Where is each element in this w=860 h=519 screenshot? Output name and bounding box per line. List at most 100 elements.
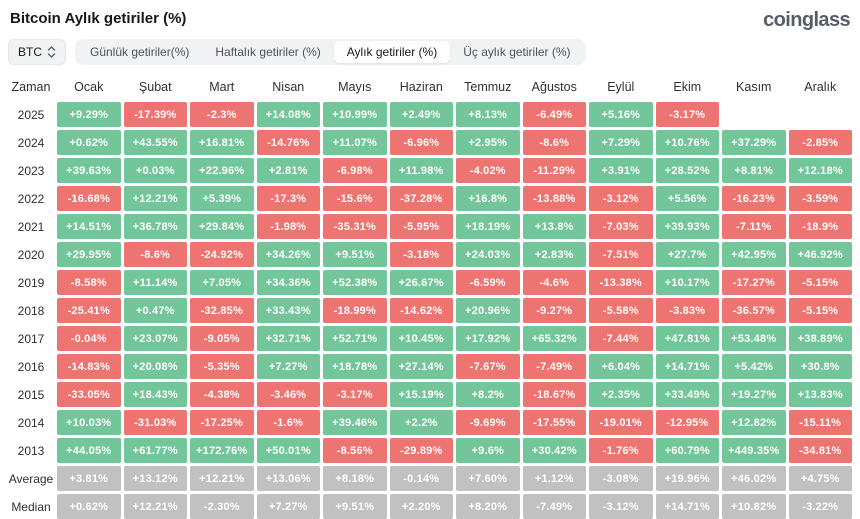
return-cell: +24.03% [456,242,520,267]
return-cell: -7.44% [589,326,653,351]
return-cell: +50.01% [256,438,320,463]
return-cell: -3.83% [655,298,719,323]
return-cell: -5.95% [389,214,453,239]
return-cell: -4.6% [522,270,586,295]
return-cell: +16.8% [456,186,520,211]
return-cell: -3.12% [589,186,653,211]
column-header-month: Nisan [272,79,305,94]
return-cell: -37.28% [389,186,453,211]
return-cell: -13.38% [589,270,653,295]
return-cell: +8.13% [456,102,520,127]
return-cell: +9.29% [57,102,121,127]
row-label: 2024 [17,135,45,150]
return-cell: -17.55% [522,410,586,435]
symbol-select[interactable]: BTC [8,39,66,65]
return-cell: -19.01% [589,410,653,435]
return-cell: -14.76% [256,130,320,155]
return-cell: -11.29% [522,158,586,183]
return-cell: -24.92% [190,242,254,267]
return-cell: +2.95% [456,130,520,155]
return-cell: +19.27% [722,382,786,407]
return-cell: +8.18% [323,466,387,491]
return-cell: +60.79% [655,438,719,463]
return-cell: -3.46% [256,382,320,407]
return-cell: -3.17% [323,382,387,407]
row-label: 2013 [17,443,45,458]
return-cell: -1.76% [589,438,653,463]
row-label: 2023 [17,163,45,178]
return-cell: +2.83% [522,242,586,267]
return-cell: -9.05% [190,326,254,351]
return-cell: +2.81% [256,158,320,183]
return-cell: +8.81% [722,158,786,183]
return-cell: +46.92% [788,242,852,267]
page-title: Bitcoin Aylık getiriler (%) [10,10,187,27]
return-cell: +27.14% [389,354,453,379]
return-cell: -4.02% [456,158,520,183]
return-cell: -3.12% [589,494,653,519]
return-cell: -16.68% [57,186,121,211]
return-cell: -35.31% [323,214,387,239]
return-cell: -7.49% [522,354,586,379]
return-cell: -2.30% [190,494,254,519]
return-cell: +32.71% [256,326,320,351]
return-cell: -33.05% [57,382,121,407]
return-cell: +2.20% [389,494,453,519]
return-cell: -8.58% [57,270,121,295]
return-cell: -16.23% [722,186,786,211]
return-cell: +0.62% [57,494,121,519]
return-cell: +0.03% [123,158,187,183]
return-cell: +172.76% [190,438,254,463]
column-header-month: Eylül [607,79,635,94]
return-cell: +19.96% [655,466,719,491]
return-cell: +29.95% [57,242,121,267]
row-label: 2022 [17,191,45,206]
return-cell: +30.8% [788,354,852,379]
tab-weekly-returns[interactable]: Haftalık getiriler (%) [202,41,333,63]
tab-daily-returns[interactable]: Günlük getiriler(%) [77,41,202,63]
return-cell: +7.29% [589,130,653,155]
column-header-month: Ağustos [531,79,577,94]
return-cell: +10.99% [323,102,387,127]
return-cell: -3.18% [389,242,453,267]
return-cell: -6.98% [323,158,387,183]
tab-monthly-returns[interactable]: Aylık getiriler (%) [333,41,451,63]
return-cell: +20.08% [123,354,187,379]
return-cell: +10.17% [655,270,719,295]
monthly-returns-table: Zaman Ocak Şubat Mart Nisan Mayıs Haziran Temmu… [8,74,852,519]
return-cell: +65.32% [522,326,586,351]
return-cell: -3.59% [788,186,852,211]
return-cell: -6.96% [389,130,453,155]
row-label: 2021 [17,219,45,234]
return-cell: +14.08% [256,102,320,127]
row-label: 2017 [17,331,45,346]
return-cell: -2.3% [190,102,254,127]
return-cell: +15.19% [389,382,453,407]
return-cell [789,102,853,127]
return-cell: -0.04% [57,326,121,351]
return-cell: -0.14% [389,466,453,491]
return-cell: -2.85% [788,130,852,155]
return-cell: -13.88% [522,186,586,211]
return-cell: +7.05% [190,270,254,295]
row-label: 2019 [17,275,45,290]
return-cell: -17.39% [123,102,187,127]
return-cell: +46.02% [722,466,786,491]
return-cell: -7.03% [589,214,653,239]
tab-quarterly-returns[interactable]: Üç aylık getiriler (%) [450,41,583,63]
return-cell: +34.36% [256,270,320,295]
return-cell: +52.38% [323,270,387,295]
return-cell: +10.03% [57,410,121,435]
return-cell: +12.21% [123,186,187,211]
return-cell: +0.62% [57,130,121,155]
return-cell: +2.35% [589,382,653,407]
return-cell: -5.15% [788,298,852,323]
return-cell: +38.89% [788,326,852,351]
return-cell: +53.48% [722,326,786,351]
return-cell: -7.67% [456,354,520,379]
return-cell: -1.6% [256,410,320,435]
return-cell: +14.51% [57,214,121,239]
return-cell: -25.41% [57,298,121,323]
return-cell: +47.81% [655,326,719,351]
return-cell: -9.27% [522,298,586,323]
